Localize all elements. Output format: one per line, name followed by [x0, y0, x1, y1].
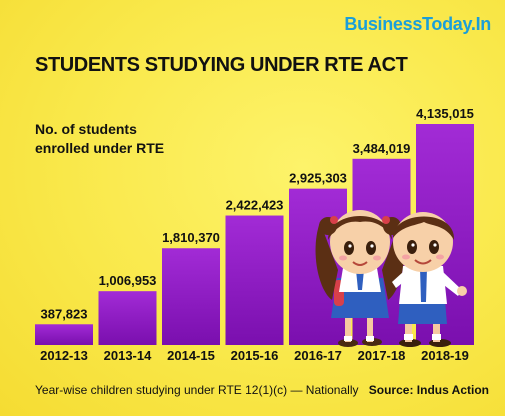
footnote: Year-wise children studying under RTE 12…	[35, 383, 359, 397]
data-label: 1,810,370	[162, 230, 220, 245]
bar-2012-13	[35, 324, 93, 345]
x-tick-label: 2013-14	[104, 348, 152, 363]
x-tick-label: 2015-16	[231, 348, 279, 363]
bar-2013-14	[98, 291, 157, 345]
children-illustration	[315, 210, 467, 347]
bar-2014-15	[162, 248, 220, 345]
x-tick-label: 2017-18	[358, 348, 406, 363]
data-label: 387,823	[41, 306, 88, 321]
source-credit: Source: Indus Action	[368, 383, 489, 397]
x-tick-label: 2012-13	[40, 348, 88, 363]
bar-2015-16	[225, 215, 284, 345]
brand-logo: BusinessToday.In	[344, 14, 491, 34]
y-axis-label: No. of students enrolled under RTE	[35, 121, 165, 156]
data-label: 3,484,019	[353, 141, 411, 156]
boy-illustration	[392, 212, 467, 347]
x-tick-label: 2014-15	[167, 348, 215, 363]
data-label: 2,925,303	[289, 171, 347, 186]
x-tick-label: 2018-19	[421, 348, 469, 363]
x-tick-label: 2016-17	[294, 348, 342, 363]
chart-title: STUDENTS STUDYING UNDER RTE ACT	[35, 54, 408, 76]
data-label: 1,006,953	[99, 273, 157, 288]
data-label: 2,422,423	[226, 198, 284, 213]
data-label: 4,135,015	[416, 106, 474, 121]
